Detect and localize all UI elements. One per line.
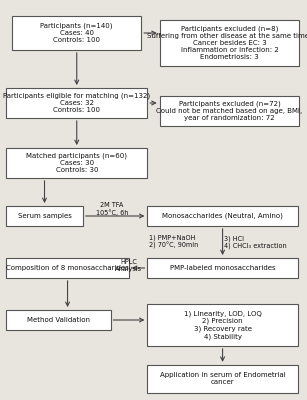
Text: Composition of 8 monosaccharides: Composition of 8 monosaccharides (6, 265, 129, 271)
FancyBboxPatch shape (160, 20, 299, 66)
FancyBboxPatch shape (160, 96, 299, 126)
Text: Monosaccharides (Neutral, Amino): Monosaccharides (Neutral, Amino) (162, 213, 283, 219)
FancyBboxPatch shape (6, 148, 147, 178)
Text: Participants (n=140)
Cases: 40
Controls: 100: Participants (n=140) Cases: 40 Controls:… (41, 23, 113, 43)
Text: 1) PMP+NaOH
2) 70°C, 90min: 1) PMP+NaOH 2) 70°C, 90min (149, 234, 198, 250)
Text: HPLC
Analysis: HPLC Analysis (115, 259, 142, 272)
FancyBboxPatch shape (147, 206, 298, 226)
Text: 2M TFA
105°C, 6h: 2M TFA 105°C, 6h (96, 202, 128, 216)
FancyBboxPatch shape (147, 365, 298, 393)
Text: Participants excluded (n=72)
Could not be matched based on age, BMI,
year of ran: Participants excluded (n=72) Could not b… (156, 101, 303, 121)
Text: 1) Linearity, LOD, LOQ
2) Precision
3) Recovery rate
4) Stability: 1) Linearity, LOD, LOQ 2) Precision 3) R… (184, 310, 262, 340)
Text: Method Validation: Method Validation (27, 317, 90, 323)
FancyBboxPatch shape (6, 310, 111, 330)
Text: Participants excluded (n=8)
Suffering from other disease at the same time:
Cance: Participants excluded (n=8) Suffering fr… (147, 26, 307, 60)
Text: 3) HCl
4) CHCl₃ extraction: 3) HCl 4) CHCl₃ extraction (224, 235, 287, 249)
Text: Application in serum of Endometrial
cancer: Application in serum of Endometrial canc… (160, 372, 286, 385)
FancyBboxPatch shape (6, 88, 147, 118)
Text: Matched participants (n=60)
Cases: 30
Controls: 30: Matched participants (n=60) Cases: 30 Co… (26, 153, 127, 173)
Text: Serum samples: Serum samples (17, 213, 72, 219)
FancyBboxPatch shape (147, 258, 298, 278)
Text: PMP-labeled monosaccharides: PMP-labeled monosaccharides (170, 265, 275, 271)
FancyBboxPatch shape (12, 16, 141, 50)
FancyBboxPatch shape (147, 304, 298, 346)
FancyBboxPatch shape (6, 258, 129, 278)
FancyBboxPatch shape (6, 206, 83, 226)
Text: Participants eligible for matching (n=132)
Cases: 32
Controls: 100: Participants eligible for matching (n=13… (3, 93, 150, 113)
